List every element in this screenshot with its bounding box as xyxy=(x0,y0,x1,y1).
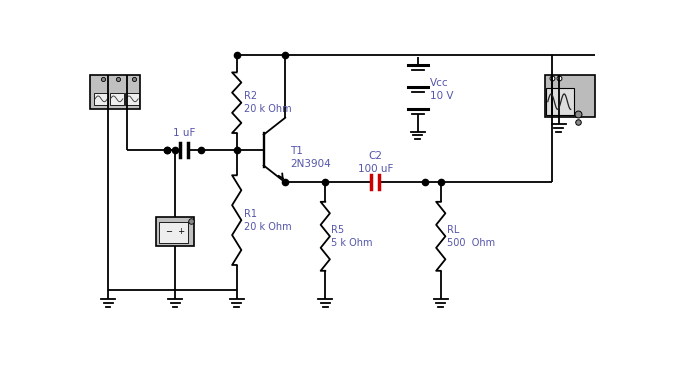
Text: Vcc
10 V: Vcc 10 V xyxy=(430,78,454,101)
Bar xyxy=(159,222,188,243)
Bar xyxy=(125,93,139,105)
Text: R1
20 k Ohm: R1 20 k Ohm xyxy=(244,208,292,232)
Text: 1 uF: 1 uF xyxy=(172,128,195,138)
Text: C2
100 uF: C2 100 uF xyxy=(358,151,393,174)
Text: −  +: − + xyxy=(166,227,185,236)
Bar xyxy=(110,93,124,105)
Text: T1
2N3904: T1 2N3904 xyxy=(290,146,331,169)
Bar xyxy=(156,217,194,246)
Bar xyxy=(545,74,595,117)
Text: R5
5 k Ohm: R5 5 k Ohm xyxy=(331,225,373,248)
Text: R2
20 k Ohm: R2 20 k Ohm xyxy=(244,91,292,114)
Bar xyxy=(94,93,108,105)
Text: RL
500  Ohm: RL 500 Ohm xyxy=(447,225,495,248)
Bar xyxy=(90,74,141,109)
Bar xyxy=(547,88,574,115)
